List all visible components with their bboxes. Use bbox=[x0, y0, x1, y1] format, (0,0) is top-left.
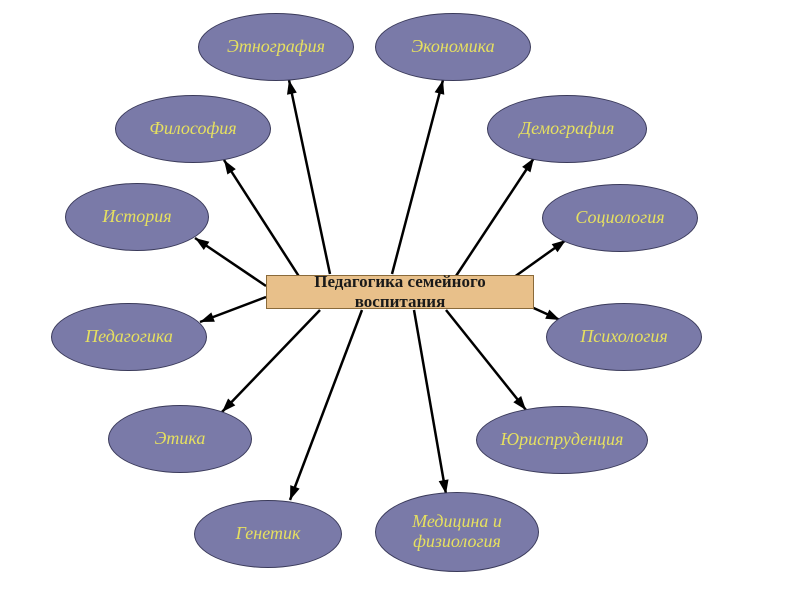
center-box: Педагогика семейного воспитания bbox=[266, 275, 534, 309]
node-sociology: Социология bbox=[542, 184, 698, 252]
node-economics: Экономика bbox=[375, 13, 531, 81]
node-philosophy: Философия bbox=[115, 95, 271, 163]
node-ethnography: Этнография bbox=[198, 13, 354, 81]
node-genetics: Генетик bbox=[194, 500, 342, 568]
node-medicine: Медицина ифизиология bbox=[375, 492, 539, 572]
node-demography: Демография bbox=[487, 95, 647, 163]
node-ethics: Этика bbox=[108, 405, 252, 473]
node-psychology: Психология bbox=[546, 303, 702, 371]
node-jurisprudence: Юриспруденция bbox=[476, 406, 648, 474]
node-history: История bbox=[65, 183, 209, 251]
node-pedagogy: Педагогика bbox=[51, 303, 207, 371]
